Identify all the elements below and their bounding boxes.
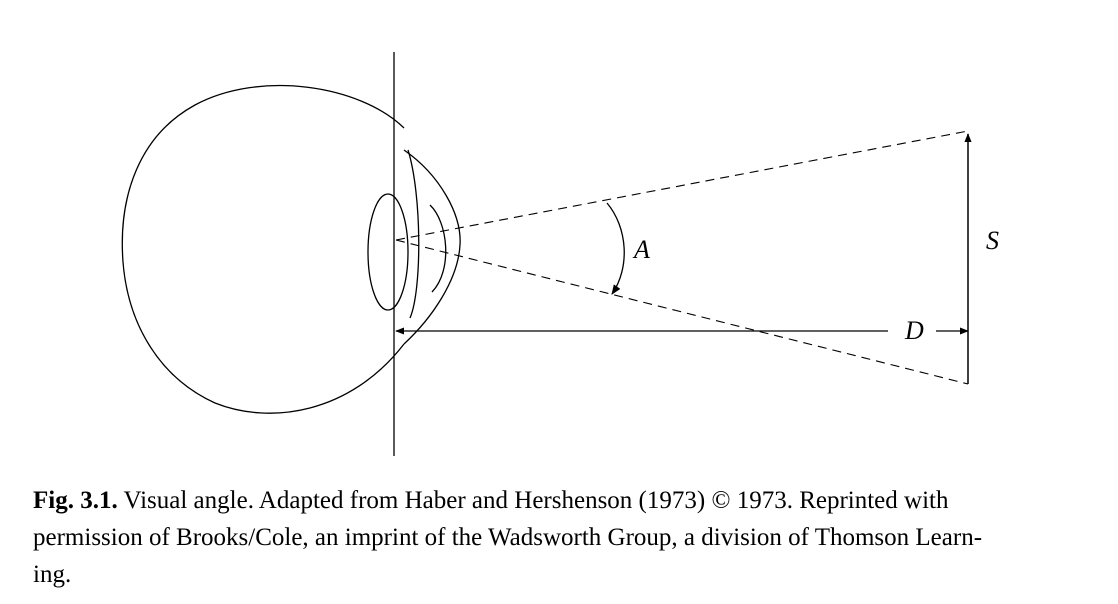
visual-angle-diagram: A S D — [121, 52, 999, 456]
caption-line-1: Fig. 3.1. Visual angle. Adapted from Hab… — [33, 482, 1089, 519]
eyeball-outline — [121, 84, 405, 414]
caption-text-line1: Visual angle. Adapted from Haber and Her… — [123, 487, 949, 514]
caption-line-3: ing. — [33, 561, 72, 588]
iris-curve-left — [407, 149, 420, 319]
figure-caption: Fig. 3.1. Visual angle. Adapted from Hab… — [33, 482, 1089, 593]
sight-line-lower — [395, 239, 969, 385]
angle-label: A — [632, 235, 650, 264]
distance-label: D — [904, 316, 924, 345]
figure-number: Fig. 3.1. — [33, 487, 118, 514]
caption-line-2: permission of Brooks/Cole, an imprint of… — [33, 524, 983, 551]
cornea-outline — [403, 149, 461, 345]
size-label: S — [986, 226, 999, 255]
iris-curve-right — [429, 204, 447, 293]
lens-ellipse — [367, 193, 409, 311]
sight-line-upper — [395, 130, 969, 241]
visual-angle-arc — [606, 202, 625, 295]
